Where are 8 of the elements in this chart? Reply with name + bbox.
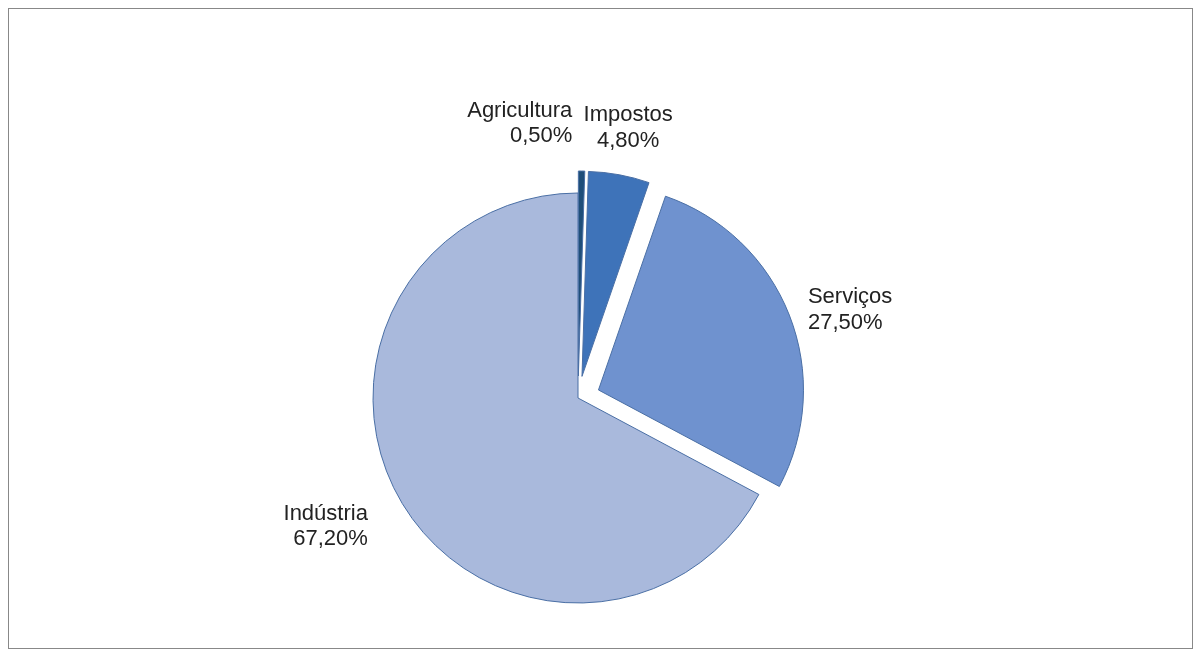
slice-label: Impostos [583,101,673,127]
data-label: 27,50% [807,308,883,334]
data-label: 0,50% [509,121,573,147]
data-label: 4,80% [597,126,660,152]
slice-label: Indústria [283,499,369,525]
data-label: 67,20% [293,524,368,550]
slice-label: Serviços [807,283,893,309]
slice-label: Agricultura [467,96,574,122]
